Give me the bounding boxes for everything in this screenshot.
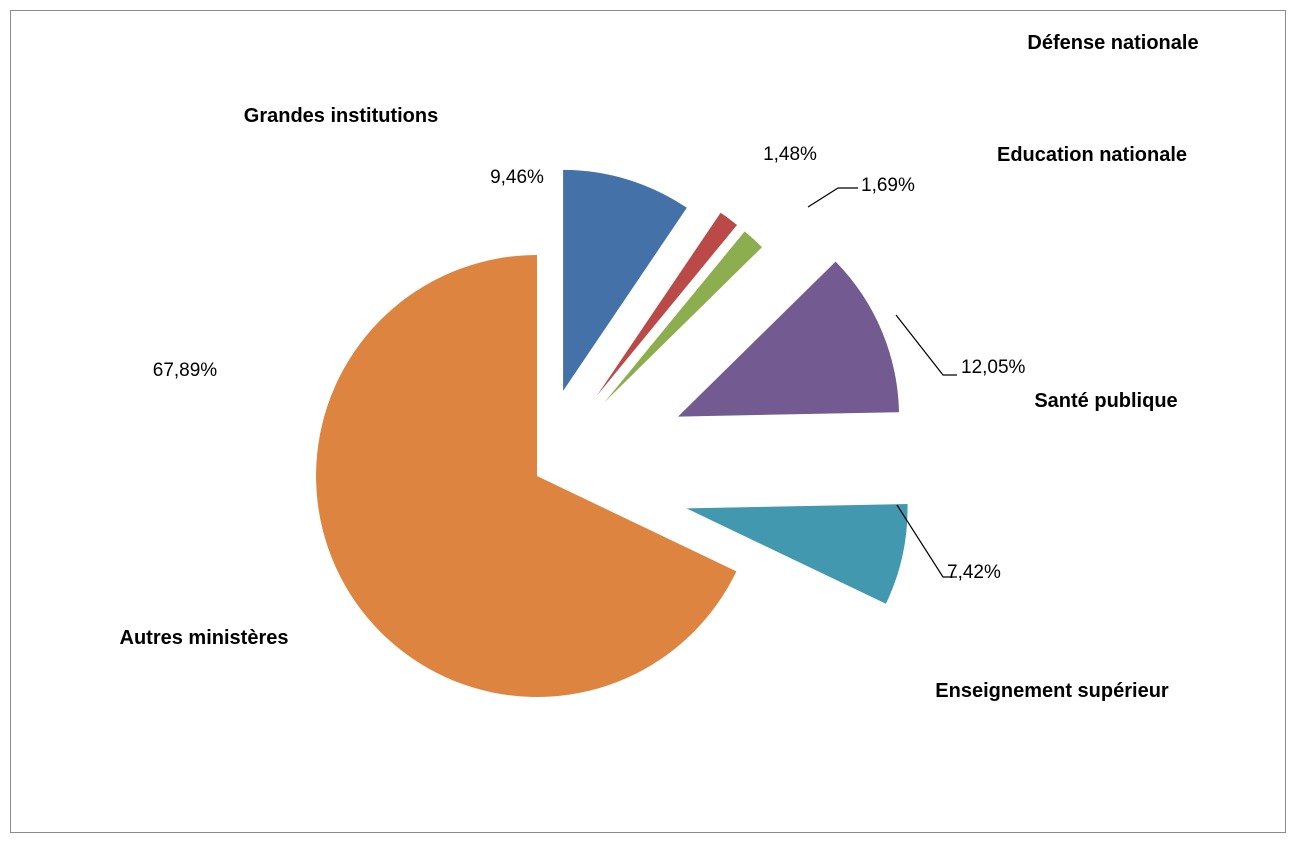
pie-slice-sante-publique bbox=[678, 261, 899, 417]
category-label-grandes-institutions: Grandes institutions bbox=[244, 105, 438, 127]
value-label-autres-ministeres: 67,89% bbox=[153, 360, 218, 381]
chart-frame bbox=[10, 10, 1286, 833]
category-label-education-nationale: Education nationale bbox=[997, 144, 1187, 166]
slices-layer bbox=[316, 169, 908, 697]
value-label-sante-publique: 12,05% bbox=[961, 357, 1026, 378]
pie-slice-education-nationale bbox=[604, 231, 762, 403]
value-label-defense-nationale: 1,48% bbox=[763, 144, 817, 165]
value-label-enseignement-superieur: 7,42% bbox=[947, 562, 1001, 583]
leader-line-sante-publique bbox=[895, 314, 957, 376]
leader-line-enseignement-superieur bbox=[896, 504, 957, 578]
value-label-grandes-institutions: 9,46% bbox=[490, 167, 544, 188]
category-label-defense-nationale: Défense nationale bbox=[1027, 32, 1198, 54]
pie-slice-autres-ministeres bbox=[316, 255, 737, 697]
leaders-layer bbox=[807, 187, 957, 578]
value-label-education-nationale: 1,69% bbox=[861, 175, 915, 196]
category-label-sante-publique: Santé publique bbox=[1034, 390, 1177, 412]
leader-line-education-nationale bbox=[807, 187, 858, 208]
pie-slice-defense-nationale bbox=[596, 212, 737, 396]
category-label-enseignement-superieur: Enseignement supérieur bbox=[935, 680, 1169, 702]
category-label-autres-ministeres: Autres ministères bbox=[120, 627, 289, 649]
pie-slice-enseignement-superieur bbox=[686, 504, 908, 604]
pie-slice-grandes-institutions bbox=[563, 169, 687, 391]
